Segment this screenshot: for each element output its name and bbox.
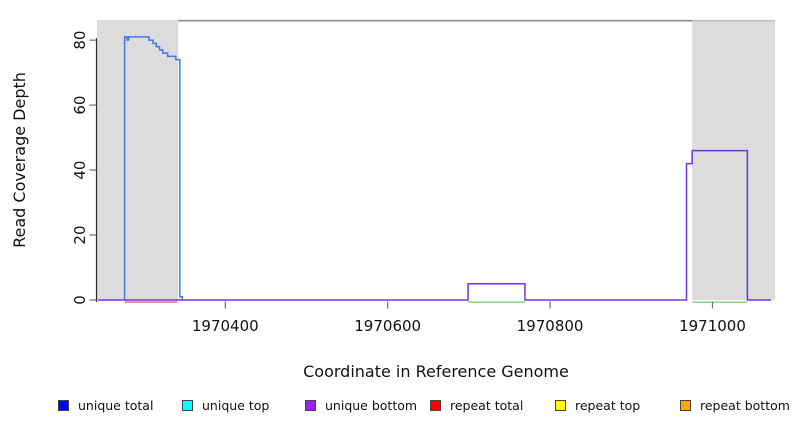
unique-bottom-line: [97, 149, 771, 301]
legend-swatch-icon: [555, 399, 566, 411]
legend-swatch-icon: [430, 399, 441, 411]
y-tick-label: 60: [71, 96, 89, 115]
legend-label: repeat total: [450, 397, 524, 413]
legend-label: unique total: [78, 397, 154, 413]
legend-item-unique-bottom: unique bottom: [305, 397, 417, 413]
legend-label: unique bottom: [325, 397, 418, 413]
legend-item-repeat-top: repeat top: [555, 397, 640, 413]
shaded-region: [692, 20, 775, 300]
x-tick-label: 1970600: [354, 317, 421, 335]
legend-item-repeat-total: repeat total: [430, 397, 523, 413]
x-tick-label: 1971000: [679, 317, 746, 335]
legend: unique total unique top unique bottom repea…: [0, 0, 792, 413]
legend-item-unique-total: unique total: [58, 397, 153, 413]
legend-label: repeat top: [575, 397, 641, 413]
legend-label: repeat bottom: [700, 397, 790, 413]
legend-swatch-icon: [58, 399, 69, 411]
coverage-plot: 0 20 40 60 80 1970400 1970600 1970800 1971000 Co…: [10, 19, 775, 381]
y-axis-title: Read Coverage Depth: [10, 72, 29, 248]
legend-swatch-icon: [305, 399, 316, 411]
x-tick-label: 1970400: [192, 317, 259, 335]
y-tick-label: 40: [71, 161, 89, 180]
y-tick-label: 0: [71, 295, 89, 305]
x-axis-title: Coordinate in Reference Genome: [303, 362, 569, 381]
unique-total-line: [123, 36, 184, 300]
legend-item-repeat-bottom: repeat bottom: [680, 397, 790, 413]
legend-swatch-icon: [182, 399, 193, 411]
legend-label: unique top: [202, 397, 270, 413]
y-tick-label: 20: [71, 225, 89, 244]
y-tick-label: 80: [71, 31, 89, 50]
legend-item-unique-top: unique top: [182, 397, 269, 413]
plot-area: 0 20 40 60 80 1970400 1970600 1970800 1971000: [71, 19, 775, 335]
shaded-region: [97, 20, 179, 300]
legend-swatch-icon: [680, 399, 691, 411]
x-tick-label: 1970800: [517, 317, 584, 335]
